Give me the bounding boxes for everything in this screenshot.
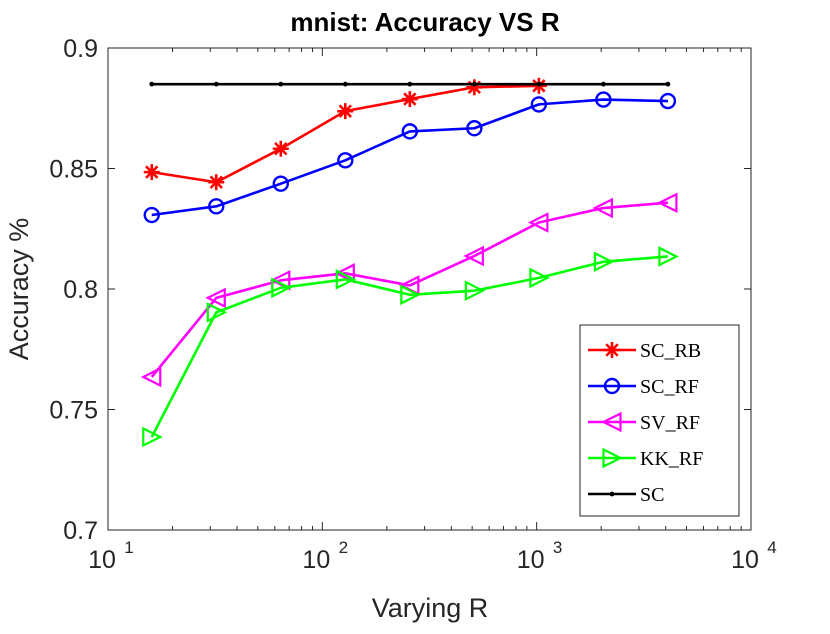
data-point-sv-rf: [463, 245, 484, 267]
data-point-sc-rf: [143, 206, 160, 224]
y-axis-label: Accuracy %: [4, 218, 34, 361]
legend-marker-sc-rb: [604, 342, 620, 358]
data-point-sc: [471, 81, 477, 87]
data-point-sc-rb: [466, 79, 483, 96]
legend-marker-kk-rf: [602, 447, 623, 469]
x-tick-exponent: 3: [553, 538, 562, 557]
legend-label-sv-rf: SV_RF: [640, 412, 700, 434]
legend-item-sc-rb: SC_RB: [588, 340, 701, 362]
data-point-sc-rb: [143, 164, 160, 181]
data-point-sc: [536, 81, 542, 87]
x-tick-label: 10: [731, 546, 759, 574]
data-point-sc: [407, 81, 413, 87]
data-point-sv-rf: [656, 192, 678, 214]
x-tick-label: 10: [302, 546, 330, 574]
data-point-kk-rf: [206, 302, 228, 323]
legend-marker-sv-rf: [601, 411, 622, 433]
x-tick-label: 10: [517, 546, 545, 574]
data-point-sc-rf: [272, 175, 289, 192]
legend-item-sc-rf: SC_RF: [588, 376, 699, 398]
data-point-sc: [149, 81, 155, 87]
data-point-sc: [342, 81, 348, 87]
y-tick-label: 0.75: [49, 397, 98, 425]
series-line-kk-rf: [150, 255, 669, 438]
series-sc: [149, 81, 671, 87]
data-point-sc: [213, 81, 219, 87]
axes-layer: 0.7 0.75 0.8 0.85 0.9 10 1 10 2 10 3 10 4: [49, 35, 776, 574]
series-layer: [140, 77, 679, 448]
legend-item-sv-rf: SV_RF: [588, 411, 700, 434]
data-point-sv-rf: [140, 366, 162, 388]
data-point-kk-rf: [335, 269, 357, 290]
data-point-sc-rf: [595, 91, 612, 108]
data-point-sc-rb: [337, 103, 354, 120]
y-tick-label: 0.85: [49, 156, 98, 184]
data-point-sc-rb: [401, 91, 418, 108]
data-point-sc-rb: [272, 140, 289, 157]
legend-item-sc: SC: [588, 484, 664, 506]
x-tick-exponent: 2: [339, 538, 348, 557]
data-point-sc-rf: [659, 92, 677, 110]
data-point-sv-rf: [592, 197, 613, 219]
data-point-kk-rf: [529, 267, 550, 289]
data-point-sc-rf: [208, 198, 225, 215]
data-point-sv-rf: [205, 287, 226, 309]
legend-marker-sc: [609, 491, 615, 497]
y-tick-label: 0.7: [63, 517, 98, 545]
data-point-kk-rf: [464, 280, 486, 301]
data-point-sc-rf: [401, 123, 419, 140]
series-line-sc-rf: [151, 98, 668, 217]
data-point-sv-rf: [334, 263, 355, 284]
data-point-sc-rb: [208, 174, 225, 191]
data-point-sc-rf: [530, 96, 548, 113]
x-axis-label: Varying R: [372, 593, 489, 623]
legend-marker-sc-rf: [603, 377, 621, 395]
data-point-sc: [665, 81, 671, 87]
y-tick-label: 0.8: [63, 276, 98, 304]
chart-title: mnist: Accuracy VS R: [290, 7, 559, 37]
data-point-kk-rf: [271, 277, 292, 299]
data-point-sv-rf: [527, 212, 549, 233]
data-point-kk-rf: [400, 284, 421, 306]
series-line-sv-rf: [150, 201, 669, 378]
data-point-kk-rf: [593, 251, 615, 273]
legend-item-kk-rf: KK_RF: [588, 447, 703, 470]
series-sc-rf: [143, 91, 677, 224]
data-point-sc: [278, 81, 284, 87]
x-tick-label: 10: [88, 546, 116, 574]
series-sv-rf: [140, 192, 678, 388]
legend-label-sc-rf: SC_RF: [640, 376, 699, 398]
series-kk-rf: [142, 246, 679, 448]
data-point-kk-rf: [658, 246, 679, 267]
x-tick-exponent: 1: [124, 538, 133, 557]
legend-label-sc: SC: [640, 484, 664, 506]
data-point-sc-rf: [466, 120, 483, 137]
data-point-sc: [600, 81, 606, 87]
legend: SC_RB SC_RF SV_RF KK_RF SC: [579, 324, 740, 517]
data-point-kk-rf: [142, 426, 163, 448]
legend-label-kk-rf: KK_RF: [640, 448, 703, 470]
data-point-sc-rf: [337, 152, 354, 169]
y-tick-label: 0.9: [63, 35, 98, 63]
legend-label-sc-rb: SC_RB: [640, 340, 701, 362]
x-tick-exponent: 4: [767, 538, 776, 557]
